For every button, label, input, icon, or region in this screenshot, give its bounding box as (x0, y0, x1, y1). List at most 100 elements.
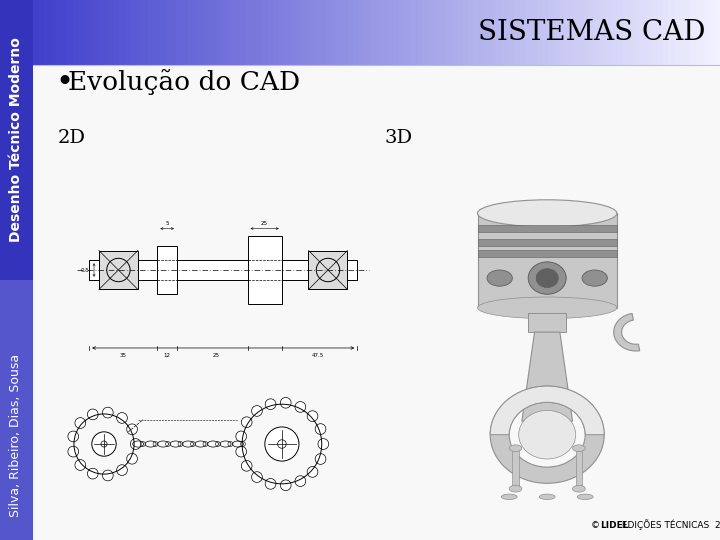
Circle shape (280, 397, 291, 408)
Circle shape (117, 413, 127, 423)
Circle shape (318, 438, 329, 449)
Bar (216, 0, 222, 65)
Bar (577, 0, 582, 65)
Bar (33, 0, 39, 65)
Bar (611, 0, 617, 65)
Bar (554, 0, 559, 65)
Bar (588, 0, 594, 65)
Text: 25: 25 (261, 221, 268, 226)
Polygon shape (522, 332, 572, 421)
Bar (39, 0, 45, 65)
Bar (99, 251, 138, 289)
Bar (262, 0, 268, 65)
Circle shape (265, 399, 276, 409)
Bar (548, 0, 554, 65)
Text: ©: © (591, 521, 603, 530)
Bar (433, 0, 439, 65)
Bar (268, 0, 274, 65)
Circle shape (265, 478, 276, 489)
Bar (477, 226, 617, 232)
Bar (119, 0, 125, 65)
Text: 35: 35 (120, 353, 127, 358)
Circle shape (251, 406, 262, 416)
Circle shape (102, 407, 113, 418)
Bar (188, 0, 193, 65)
Bar (451, 0, 456, 65)
Text: 25: 25 (212, 353, 220, 358)
Bar (411, 0, 417, 65)
Bar (251, 0, 256, 65)
Bar (559, 0, 565, 65)
Bar (652, 0, 657, 65)
Bar (377, 0, 382, 65)
Bar (543, 0, 548, 65)
Text: 2D: 2D (58, 129, 86, 147)
Bar (285, 0, 291, 65)
Circle shape (280, 480, 291, 491)
Bar (388, 0, 394, 65)
Circle shape (117, 465, 127, 475)
Ellipse shape (572, 445, 585, 451)
Bar (159, 0, 165, 65)
Bar (640, 0, 646, 65)
Bar (685, 0, 691, 65)
Bar (89, 260, 357, 280)
Bar (576, 448, 582, 489)
Bar (477, 250, 617, 256)
Bar (485, 0, 491, 65)
Circle shape (241, 461, 252, 471)
Circle shape (536, 269, 558, 288)
Bar (62, 0, 68, 65)
Text: 5: 5 (166, 221, 169, 226)
Ellipse shape (582, 270, 608, 286)
Bar (417, 0, 423, 65)
Bar (365, 0, 371, 65)
Bar (336, 0, 342, 65)
Bar (456, 0, 462, 65)
Bar (84, 0, 90, 65)
Bar (130, 0, 136, 65)
Bar (594, 0, 600, 65)
Bar (0, 280, 33, 540)
Bar (714, 0, 720, 65)
Bar (528, 313, 566, 332)
Text: Evolução do CAD: Evolução do CAD (68, 69, 300, 95)
Text: 3D: 3D (385, 129, 413, 147)
Circle shape (241, 417, 252, 428)
Bar (330, 0, 336, 65)
Bar (400, 0, 405, 65)
Bar (371, 0, 377, 65)
Bar (256, 0, 262, 65)
Bar (477, 213, 617, 308)
Circle shape (295, 402, 306, 413)
Bar (526, 0, 531, 65)
Bar (423, 0, 428, 65)
Bar (319, 0, 325, 65)
Bar (68, 0, 73, 65)
Circle shape (75, 417, 86, 428)
Circle shape (518, 410, 576, 459)
Bar (142, 0, 148, 65)
Circle shape (295, 476, 306, 487)
Bar (199, 0, 204, 65)
Bar (697, 0, 703, 65)
Bar (439, 0, 445, 65)
Bar (497, 0, 503, 65)
Bar (662, 0, 668, 65)
Bar (445, 0, 451, 65)
Bar (153, 0, 159, 65)
Bar (239, 0, 245, 65)
Circle shape (307, 411, 318, 422)
Ellipse shape (501, 494, 517, 500)
Bar (571, 0, 577, 65)
Bar (703, 0, 708, 65)
Text: SISTEMAS CAD: SISTEMAS CAD (477, 19, 705, 46)
Bar (78, 0, 84, 65)
Text: EDIÇÕES TÉCNICAS  2: EDIÇÕES TÉCNICAS 2 (619, 519, 720, 530)
Circle shape (87, 468, 98, 479)
Ellipse shape (477, 297, 617, 319)
Bar (171, 0, 176, 65)
Bar (606, 0, 611, 65)
Bar (113, 0, 119, 65)
Bar (565, 0, 571, 65)
